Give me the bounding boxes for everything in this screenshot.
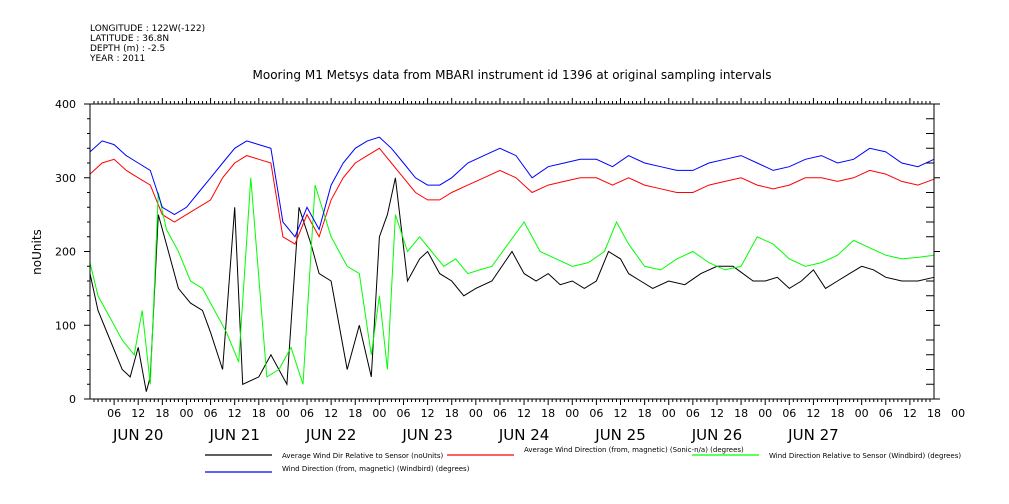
- x-hour-label: 00: [469, 407, 483, 420]
- x-hour-label: 18: [155, 407, 169, 420]
- x-day-label: JUN 26: [691, 426, 742, 444]
- y-tick-label: 0: [69, 393, 76, 406]
- meta-latitude: LATITUDE : 36.8N: [90, 34, 169, 44]
- y-tick-label: 300: [55, 172, 76, 185]
- x-hour-label: 00: [276, 407, 290, 420]
- x-hour-label: 12: [614, 407, 628, 420]
- x-hour-label: 06: [107, 407, 121, 420]
- x-axis: 06 12 18 00 06 12 18 00 06 12 18 00 06 12 18 00 06 12 18 00…: [93, 98, 965, 444]
- meta-longitude: LONGITUDE : 122W(-122): [90, 24, 205, 34]
- series-line-2: [89, 147, 935, 245]
- legend-label: Average Wind Direction (from, magnetic) …: [524, 446, 744, 454]
- meta-year: YEAR : 2011: [89, 54, 145, 64]
- x-hour-label: 06: [879, 407, 893, 420]
- y-tick-label: 100: [55, 319, 76, 332]
- x-day-label: JUN 24: [498, 426, 549, 444]
- x-hour-label: 00: [758, 407, 772, 420]
- x-day-label: JUN 27: [787, 426, 838, 444]
- series-group: [89, 136, 935, 392]
- x-hour-label: 00: [855, 407, 869, 420]
- x-hour-label: 06: [493, 407, 507, 420]
- x-day-label: JUN 20: [112, 426, 163, 444]
- legend-label: Wind Direction (from, magnetic) (Windbir…: [282, 465, 470, 473]
- x-hour-label: 18: [252, 407, 266, 420]
- x-hour-label: 00: [662, 407, 676, 420]
- y-tick-label: 400: [55, 98, 76, 111]
- x-hour-label: 06: [300, 407, 314, 420]
- x-hour-label: 00: [179, 407, 193, 420]
- x-hour-label: 00: [565, 407, 579, 420]
- legend-label: Wind Direction Relative to Sensor (Windb…: [769, 452, 961, 460]
- x-day-label: JUN 22: [305, 426, 356, 444]
- x-hour-label: 18: [541, 407, 555, 420]
- x-hour-label: 00: [372, 407, 386, 420]
- x-hour-label: 18: [348, 407, 362, 420]
- x-hour-label: 12: [421, 407, 435, 420]
- x-hour-label: 18: [445, 407, 459, 420]
- x-hour-label: 12: [710, 407, 724, 420]
- y-axis: 0 100 200 300 400: [55, 98, 940, 406]
- x-hour-label: 06: [686, 407, 700, 420]
- x-day-label: JUN 21: [208, 426, 259, 444]
- chart-title: Mooring M1 Metsys data from MBARI instru…: [253, 68, 772, 82]
- series-line-1: [89, 177, 935, 392]
- y-axis-label: noUnits: [30, 229, 44, 275]
- x-hour-label: 12: [517, 407, 531, 420]
- x-hour-label: 06: [204, 407, 218, 420]
- x-hour-label: 12: [228, 407, 242, 420]
- x-hour-label: 06: [396, 407, 410, 420]
- x-hour-label: 18: [927, 407, 941, 420]
- meta-depth: DEPTH (m) : -2.5: [90, 44, 165, 54]
- series-line-3: [89, 177, 935, 385]
- x-hour-label: 00: [951, 407, 965, 420]
- x-hour-label: 12: [131, 407, 145, 420]
- x-hour-label: 12: [806, 407, 820, 420]
- x-hour-label: 12: [324, 407, 338, 420]
- x-hour-label: 18: [831, 407, 845, 420]
- y-tick-label: 200: [55, 246, 76, 259]
- metadata-block: LONGITUDE : 122W(-122) LATITUDE : 36.8N …: [89, 24, 205, 64]
- x-hour-label: 06: [589, 407, 603, 420]
- x-hour-label: 18: [638, 407, 652, 420]
- x-day-label: JUN 25: [594, 426, 645, 444]
- legend-label: Average Wind Dir Relative to Sensor (noU…: [282, 452, 443, 460]
- legend: Average Wind Dir Relative to Sensor (noU…: [205, 446, 961, 473]
- series-line-4: [89, 136, 935, 238]
- x-day-label: JUN 23: [401, 426, 452, 444]
- x-hour-label: 12: [903, 407, 917, 420]
- x-hour-label: 06: [782, 407, 796, 420]
- x-hour-label: 18: [734, 407, 748, 420]
